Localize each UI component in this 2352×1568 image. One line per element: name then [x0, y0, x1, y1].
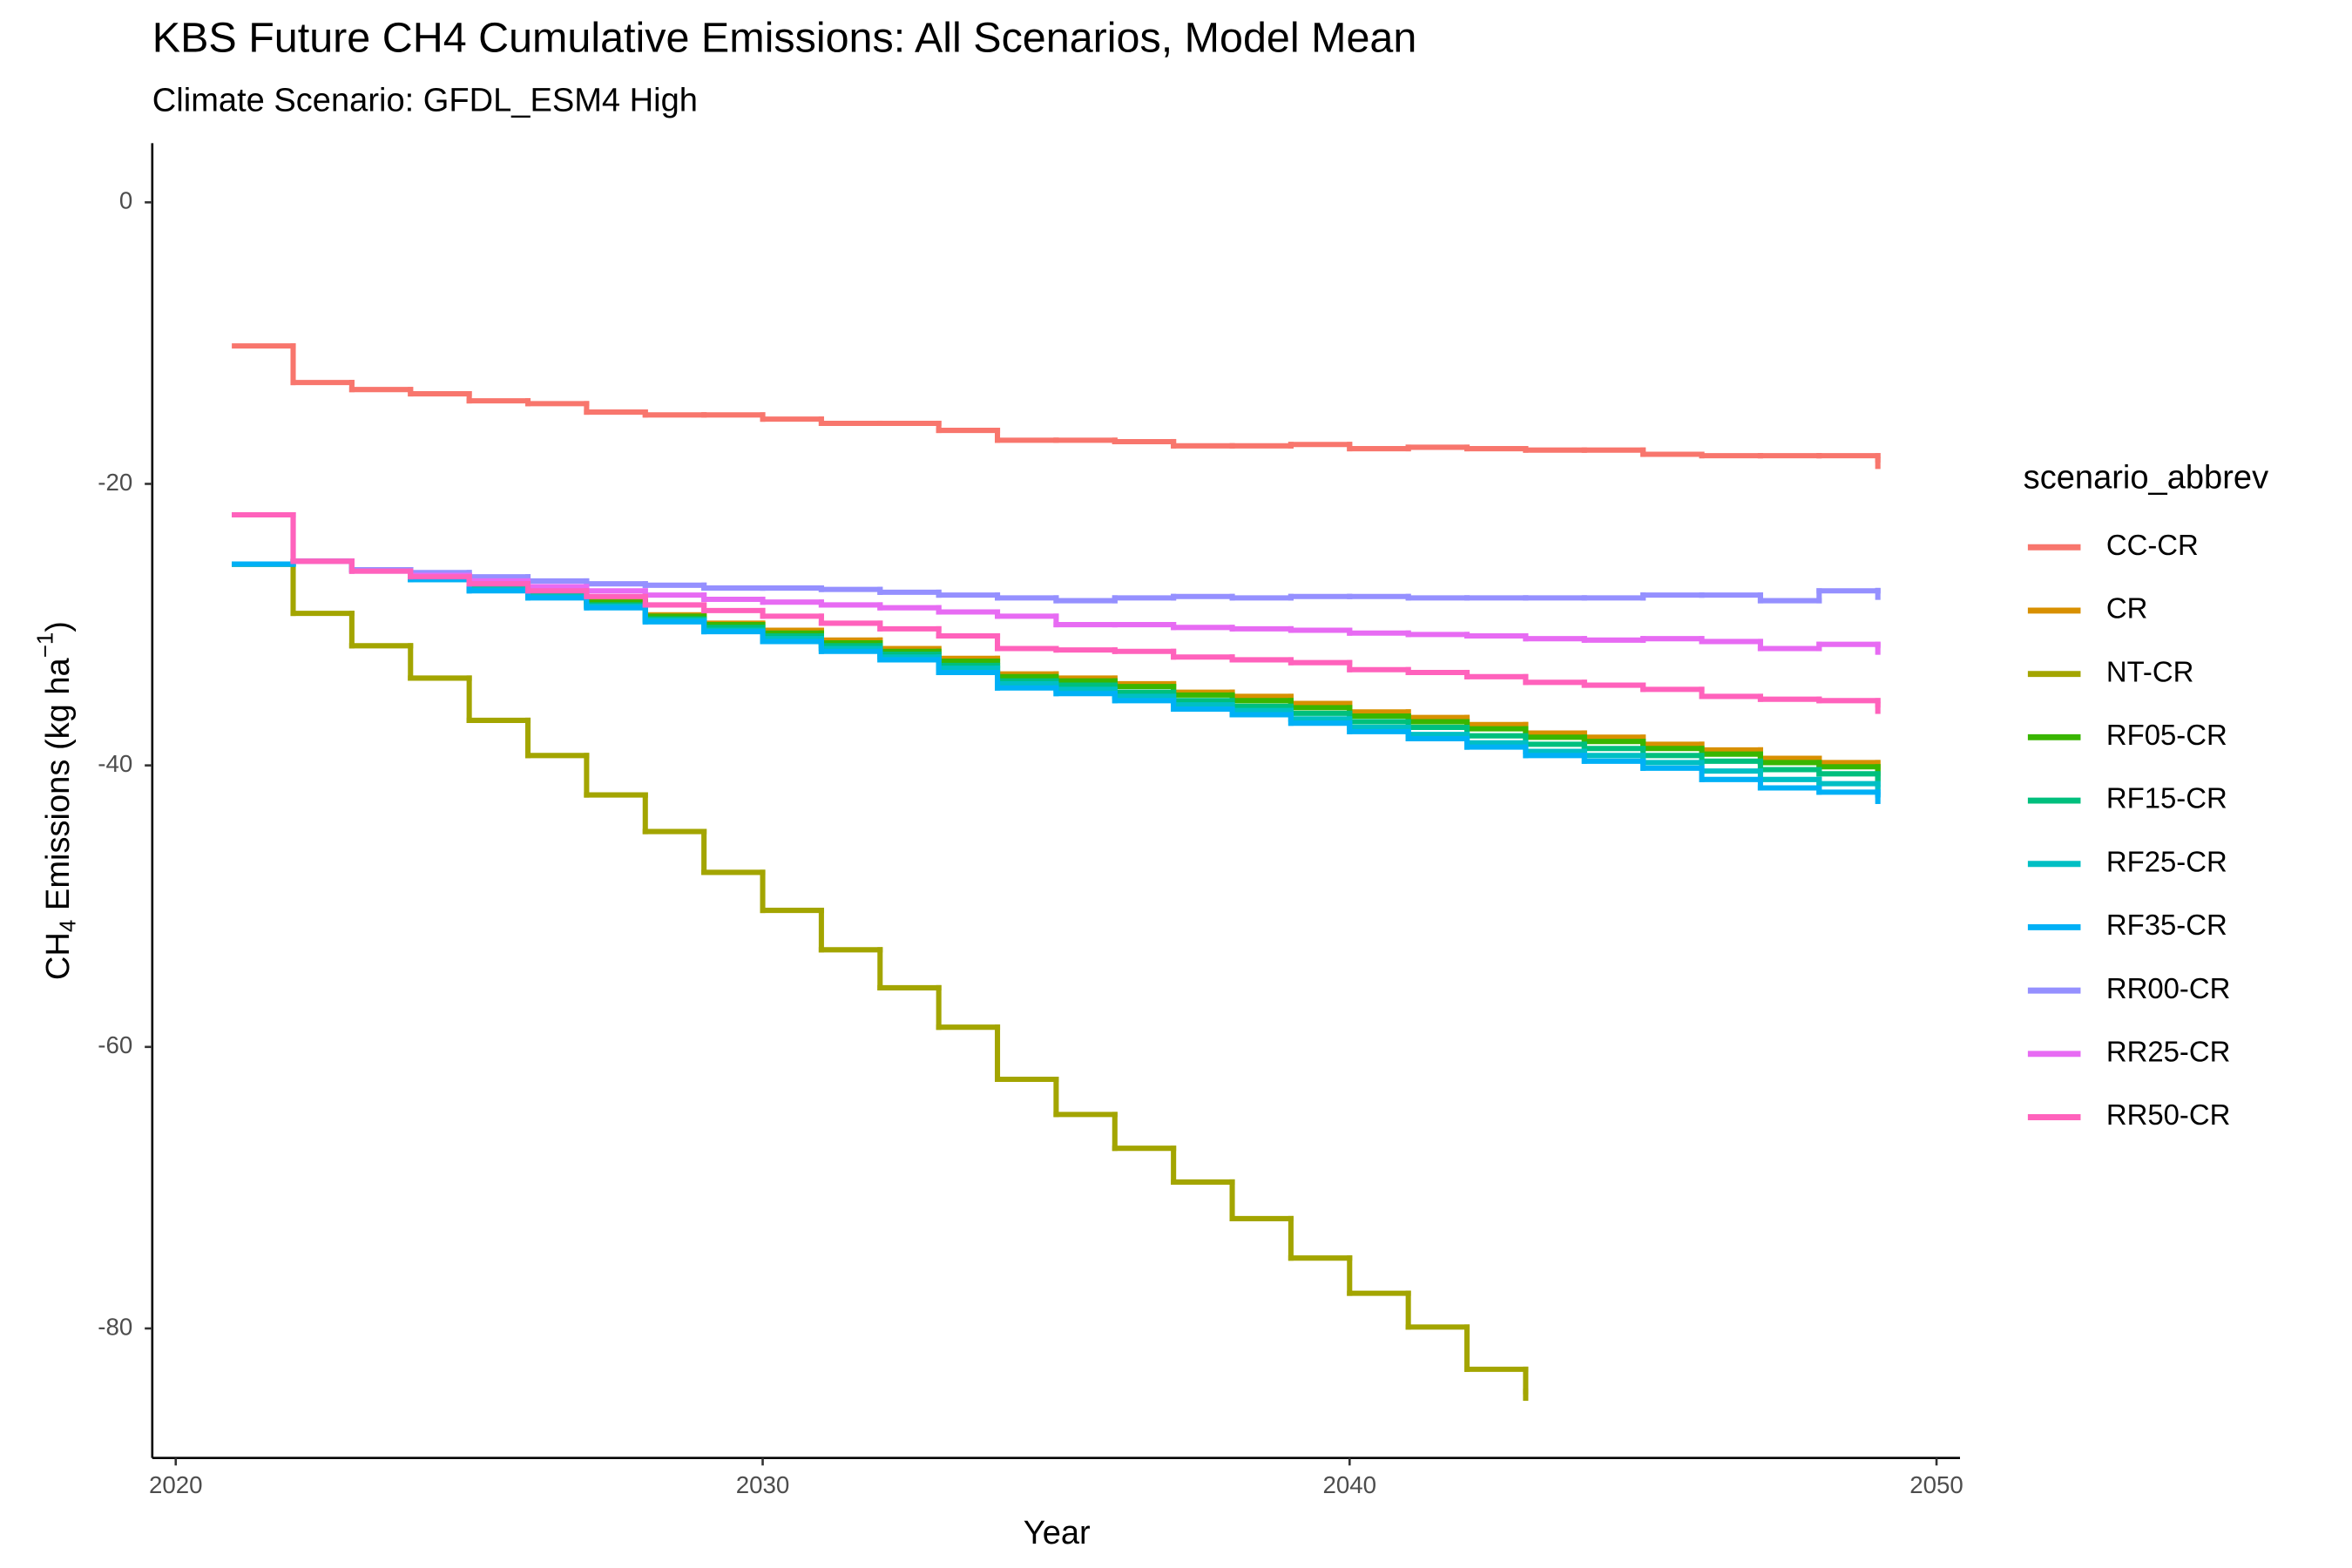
legend-label: RF25-CR	[2106, 845, 2227, 877]
legend-label: CC-CR	[2106, 529, 2199, 561]
legend-label: RR50-CR	[2106, 1098, 2230, 1131]
legend-title: scenario_abbrev	[2024, 459, 2268, 496]
chart-title: KBS Future CH4 Cumulative Emissions: All…	[152, 15, 1417, 62]
y-tick-label: -20	[98, 469, 132, 496]
y-tick-label: -60	[98, 1031, 132, 1058]
x-tick-label: 2040	[1322, 1471, 1376, 1498]
legend-label: RR00-CR	[2106, 972, 2230, 1004]
x-tick-label: 2030	[736, 1471, 790, 1498]
legend-label: RF05-CR	[2106, 719, 2227, 751]
legend-label: CR	[2106, 592, 2147, 625]
y-label-part: Emissions (kg ha	[40, 657, 77, 919]
x-axis-label: Year	[1024, 1515, 1091, 1551]
x-tick-label: 2050	[1909, 1471, 1963, 1498]
y-tick-label: 0	[119, 187, 132, 214]
legend-label: NT-CR	[2106, 655, 2193, 687]
y-label-part: )	[40, 621, 77, 632]
y-tick-label: -40	[98, 750, 132, 777]
y-label-sup: −1	[32, 632, 58, 659]
x-tick-label: 2020	[149, 1471, 203, 1498]
y-axis-label: CH4 Emissions (kg ha−1)	[32, 621, 81, 980]
legend-label: RF15-CR	[2106, 782, 2227, 814]
y-tick-label: -80	[98, 1313, 132, 1340]
legend-label: RF35-CR	[2106, 909, 2227, 941]
chart-subtitle: Climate Scenario: GFDL_ESM4 High	[152, 83, 698, 119]
legend-label: RR25-CR	[2106, 1035, 2230, 1067]
y-label-sub: 4	[54, 920, 80, 932]
y-label-part: CH	[40, 932, 77, 980]
